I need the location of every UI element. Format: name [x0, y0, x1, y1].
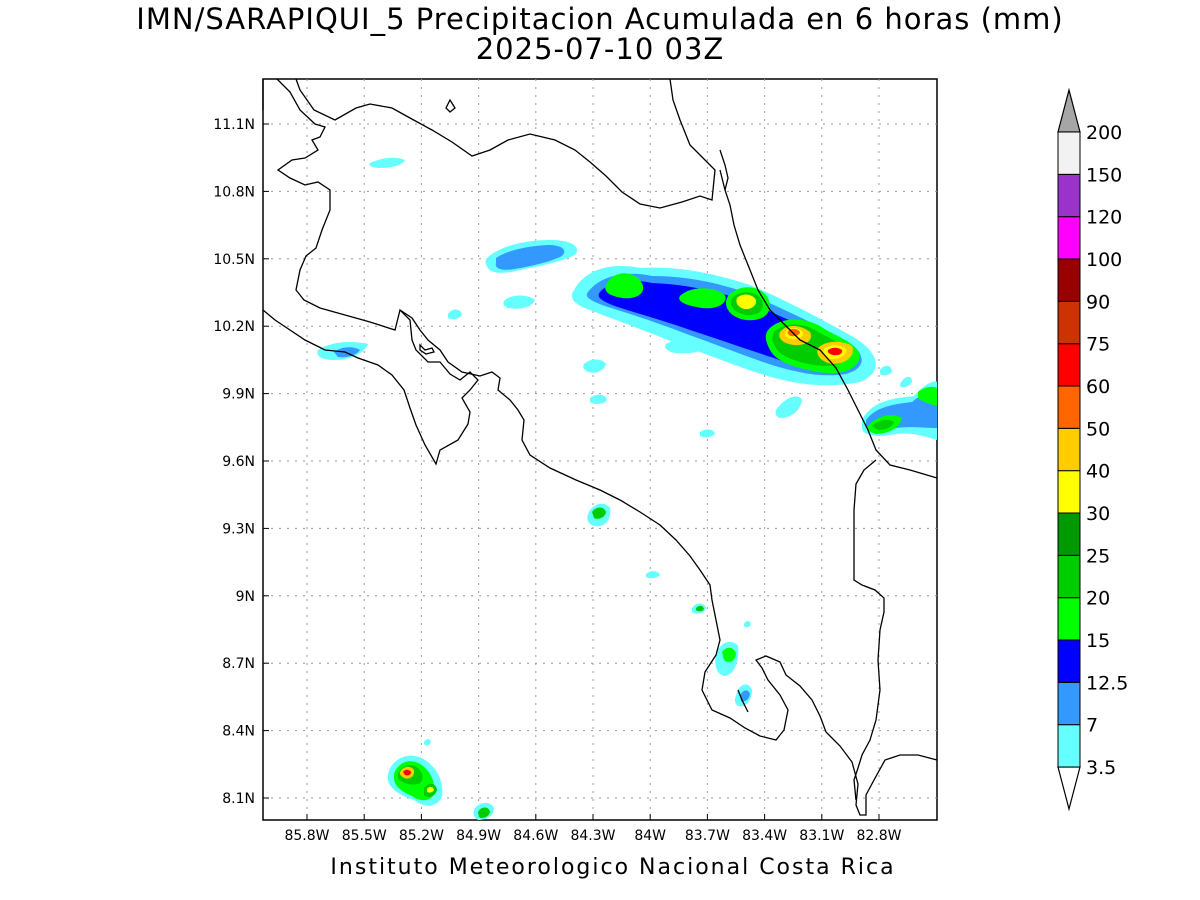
lat-label: 9N [236, 589, 255, 605]
lon-label: 85.5W [342, 828, 387, 844]
graticule [263, 79, 937, 820]
colorbar-swatch [1057, 512, 1081, 556]
lat-label: 9.3N [222, 521, 255, 537]
precipitation-field [317, 157, 937, 820]
colorbar-swatch [1057, 554, 1081, 599]
lat-label: 11.1N [213, 117, 255, 133]
colorbar-swatch [1057, 470, 1081, 514]
lat-label: 9.6N [222, 454, 255, 470]
lon-label: 83.1W [799, 828, 844, 844]
coastlines [262, 78, 938, 816]
colorbar-label: 200 [1086, 122, 1122, 144]
lon-label: 84.9W [456, 828, 501, 844]
colorbar-swatch [1057, 724, 1081, 768]
latitude-labels: 11.1N 10.8N 10.5N 10.2N 9.9N 9.6N 9.3N 9N 8.7N 8.… [213, 117, 255, 807]
lat-label: 10.5N [213, 252, 255, 268]
colorbar-swatch [1057, 258, 1081, 302]
colorbar-label: 15 [1086, 630, 1110, 652]
lon-label: 84.6W [513, 828, 558, 844]
colorbar-label: 12.5 [1086, 672, 1128, 694]
map-frame [262, 78, 938, 821]
precip-band-green [605, 273, 644, 299]
colorbar-label: 20 [1086, 588, 1110, 610]
colorbar [1057, 87, 1081, 812]
colorbar-label: 75 [1086, 334, 1110, 356]
colorbar-labels: 3.5 7 12.5 15 20 25 30 40 50 60 75 90 100 120 150 200 [1086, 122, 1128, 779]
colorbar-swatch [1057, 385, 1081, 429]
lon-label: 85.2W [399, 828, 444, 844]
colorbar-label: 150 [1086, 164, 1122, 186]
colorbar-swatch [1057, 597, 1081, 641]
colorbar-label: 60 [1086, 376, 1110, 398]
lat-label: 8.1N [222, 791, 255, 807]
lon-label: 83.7W [685, 828, 730, 844]
lon-label: 82.8W [856, 828, 901, 844]
colorbar-swatch [1057, 427, 1081, 472]
colorbar-under-arrow [1057, 766, 1081, 812]
footer-credit: Instituto Meteorologico Nacional Costa R… [330, 855, 896, 880]
colorbar-label: 3.5 [1086, 757, 1116, 779]
colorbar-over-arrow [1057, 87, 1081, 133]
colorbar-label: 30 [1086, 503, 1110, 525]
lat-label: 10.2N [213, 319, 255, 335]
longitude-labels: 85.8W 85.5W 85.2W 84.9W 84.6W 84.3W 84W 83.7W 83… [284, 828, 901, 844]
map-title: IMN/SARAPIQUI_5 Precipitacion Acumulada … [136, 2, 1064, 36]
lat-label: 10.8N [213, 184, 255, 200]
colorbar-swatch [1057, 681, 1081, 726]
colorbar-swatch [1057, 173, 1081, 218]
lat-label: 8.4N [222, 724, 255, 740]
colorbar-swatch [1057, 639, 1081, 683]
colorbar-label: 120 [1086, 207, 1122, 229]
colorbar-label: 40 [1086, 461, 1110, 483]
lat-label: 8.7N [222, 656, 255, 672]
colorbar-swatch [1057, 300, 1081, 345]
map-datetime: 2025-07-10 03Z [475, 32, 725, 66]
colorbar-swatch [1057, 216, 1081, 260]
colorbar-swatch [1057, 343, 1081, 387]
colorbar-label: 25 [1086, 545, 1110, 567]
colorbar-label: 50 [1086, 418, 1110, 440]
lon-label: 84.3W [570, 828, 615, 844]
lon-label: 83.4W [742, 828, 787, 844]
lon-label: 85.8W [284, 828, 329, 844]
colorbar-label: 7 [1086, 715, 1098, 737]
lat-label: 9.9N [222, 387, 255, 403]
colorbar-label: 100 [1086, 249, 1122, 271]
lon-label: 84W [634, 828, 666, 844]
colorbar-label: 90 [1086, 291, 1110, 313]
colorbar-swatch [1057, 131, 1081, 175]
